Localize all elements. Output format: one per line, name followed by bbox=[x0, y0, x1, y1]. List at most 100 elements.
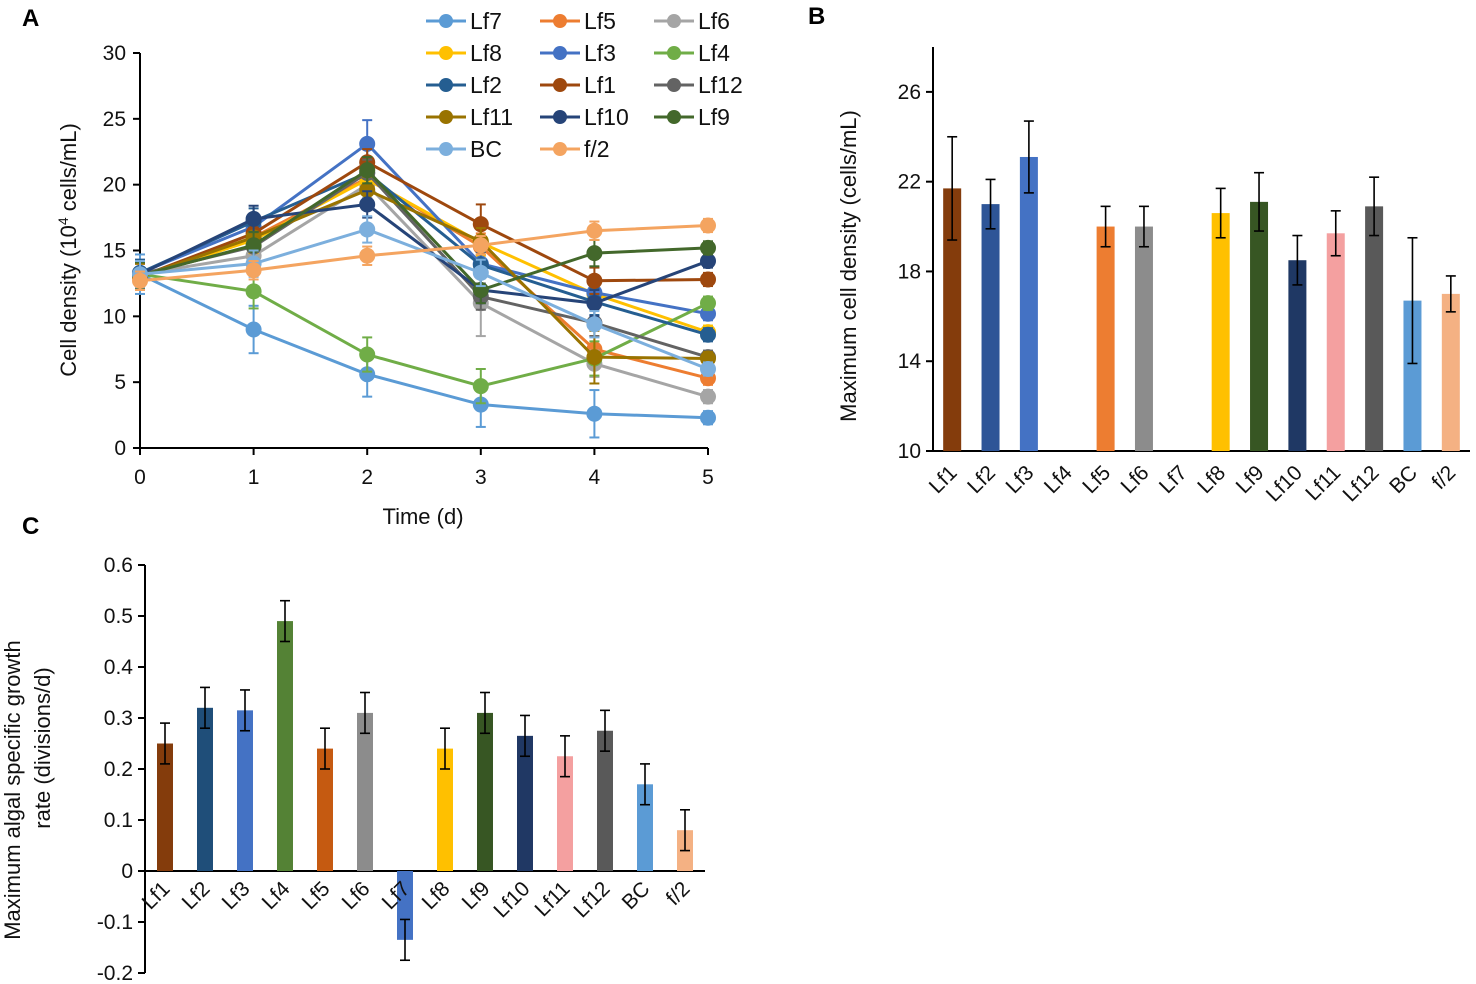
panel-a-x-tick-label: 5 bbox=[702, 466, 714, 489]
panel-c-bar-lf3 bbox=[237, 710, 253, 871]
panel-a-data-point bbox=[700, 253, 716, 270]
panel-a-legend-swatch-marker bbox=[439, 142, 453, 156]
panel-a-data-point bbox=[359, 181, 376, 198]
panel-c: C Maximum algal specific growth rate (di… bbox=[0, 513, 705, 984]
panel-a-y-tick-label: 5 bbox=[114, 371, 126, 394]
panel-a-series-lf7 bbox=[132, 253, 716, 439]
panel-a-x-tick-label: 4 bbox=[589, 466, 601, 489]
panel-a-data-point bbox=[586, 245, 603, 262]
panel-a-y-tick-label: 20 bbox=[103, 174, 126, 197]
panel-b-bar-lf10 bbox=[1288, 260, 1307, 451]
panel-b-bar-lf6 bbox=[1134, 226, 1153, 451]
panel-c-bar-lf2 bbox=[197, 707, 213, 871]
panel-a-data-point bbox=[472, 378, 489, 395]
panel-a-legend-swatch-marker bbox=[667, 14, 681, 28]
panel-a-data-point bbox=[472, 237, 489, 254]
panel-a: A Time (d) Cell density (10 4 cells/mL) 0… bbox=[22, 5, 743, 529]
panel-a-series-line bbox=[139, 177, 709, 334]
panel-a-series-line bbox=[139, 182, 709, 399]
panel-a-data-point bbox=[245, 283, 262, 300]
panel-b-category-label: Lf3 bbox=[1002, 461, 1039, 498]
panel-b: B Maximum cell density (cells/mL) 10 14 18… bbox=[808, 3, 1470, 506]
panel-c-category-label: Lf9 bbox=[458, 877, 495, 914]
panel-a-data-point bbox=[586, 272, 603, 289]
panel-a-data-point bbox=[586, 222, 603, 239]
panel-c-y-tick-label: 0.4 bbox=[104, 656, 134, 679]
panel-a-data-point bbox=[700, 326, 716, 343]
panel-a-data-point bbox=[359, 135, 376, 152]
panel-b-category-label: Lf8 bbox=[1193, 461, 1230, 498]
panel-c-bar-bc bbox=[637, 784, 653, 871]
panel-b-category-label: f/2 bbox=[1428, 461, 1461, 494]
panel-c-category-label: Lf11 bbox=[530, 877, 574, 921]
panel-a-series-line bbox=[139, 202, 709, 305]
panel-c-bar-lf6 bbox=[357, 712, 373, 871]
panel-a-data-point bbox=[359, 221, 376, 238]
panel-a-y-tick-label: 25 bbox=[103, 108, 126, 131]
panel-a-x-tick-label: 1 bbox=[248, 466, 260, 489]
panel-a-data-point bbox=[359, 346, 376, 363]
panel-a-legend-swatch-marker bbox=[667, 78, 681, 92]
panel-c-bar-lf1 bbox=[157, 743, 173, 871]
panel-b-category-label: Lf4 bbox=[1040, 461, 1077, 498]
panel-a-series-line bbox=[139, 188, 709, 360]
panel-c-y-axis-title-line1: Maximum algal specific growth bbox=[0, 640, 25, 940]
panel-a-series-line bbox=[139, 171, 709, 337]
panel-c-category-label: Lf8 bbox=[418, 877, 455, 914]
panel-a-data-point bbox=[700, 409, 716, 426]
panel-c-y-axis-title-line2: rate (divisions/d) bbox=[30, 667, 55, 828]
panel-a-data-point bbox=[359, 366, 376, 383]
panel-a-legend-label: f/2 bbox=[584, 136, 610, 162]
panel-b-y-tick-label: 26 bbox=[898, 81, 921, 104]
panel-a-legend-swatch-marker bbox=[439, 110, 453, 124]
panel-b-y-tick-label: 10 bbox=[898, 440, 921, 463]
panel-b-bar-lf3 bbox=[1019, 156, 1038, 451]
panel-a-legend-label: Lf11 bbox=[470, 104, 513, 130]
panel-b-category-label: Lf2 bbox=[963, 461, 1000, 498]
panel-b-category-label: Lf10 bbox=[1262, 461, 1307, 506]
panel-a-legend: Lf7 Lf5 Lf6 Lf8 Lf3 Lf4 Lf2 Lf1 Lf12 Lf11 Lf10 Lf9 B… bbox=[426, 8, 743, 162]
panel-a-legend-swatch-marker bbox=[553, 14, 567, 28]
panel-c-category-label: Lf2 bbox=[178, 877, 215, 914]
panel-a-letter: A bbox=[22, 5, 39, 32]
panel-c-y-tick-label: 0.2 bbox=[104, 758, 133, 781]
panel-a-x-axis-title: Time (d) bbox=[382, 504, 463, 529]
panel-a-y-axis-title-pre: Cell density (10 bbox=[56, 225, 81, 377]
panel-a-series-line bbox=[139, 160, 709, 283]
panel-a-y-tick-label: 0 bbox=[114, 437, 126, 460]
panel-a-legend-swatch-marker bbox=[439, 78, 453, 92]
panel-c-bar-lf9 bbox=[477, 712, 493, 871]
panel-a-data-point bbox=[472, 264, 489, 281]
panel-b-category-label: Lf7 bbox=[1155, 461, 1192, 498]
panel-b-bar-lf9 bbox=[1250, 201, 1269, 451]
panel-a-data-point bbox=[245, 321, 262, 338]
panel-c-category-label: Lf6 bbox=[338, 877, 375, 914]
panel-a-data-point bbox=[245, 210, 262, 227]
panel-a-legend-swatch-marker bbox=[553, 46, 567, 60]
panel-c-bar-lf7 bbox=[397, 871, 413, 940]
panel-a-series-line bbox=[139, 272, 709, 388]
panel-a-data-point bbox=[472, 396, 489, 413]
panel-a-legend-label: Lf5 bbox=[584, 8, 616, 34]
panel-a-y-axis-title-post: cells/mL) bbox=[56, 123, 81, 217]
panel-a-data-point bbox=[586, 316, 603, 333]
panel-b-letter: B bbox=[808, 3, 825, 30]
panel-b-bar-lf8 bbox=[1211, 213, 1230, 451]
panel-c-bar-lf5 bbox=[317, 748, 333, 871]
panel-c-bar-lf8 bbox=[437, 748, 453, 871]
panel-c-bar-lf12 bbox=[597, 730, 613, 871]
panel-a-series-line bbox=[139, 272, 709, 420]
panel-a-legend-swatch-marker bbox=[439, 14, 453, 28]
panel-a-legend-label: Lf1 bbox=[584, 72, 616, 98]
panel-c-bar-lf10 bbox=[517, 735, 533, 871]
panel-a-legend-label: Lf7 bbox=[470, 8, 502, 34]
panel-a-data-point bbox=[359, 247, 376, 264]
panel-b-bar-lf11 bbox=[1326, 233, 1345, 451]
panel-a-legend-label: Lf8 bbox=[470, 40, 502, 66]
panel-a-data-point bbox=[700, 271, 716, 288]
panel-a-data-point bbox=[586, 349, 603, 366]
panel-a-legend-swatch-marker bbox=[553, 142, 567, 156]
panel-c-y-tick-label: 0 bbox=[121, 860, 133, 883]
